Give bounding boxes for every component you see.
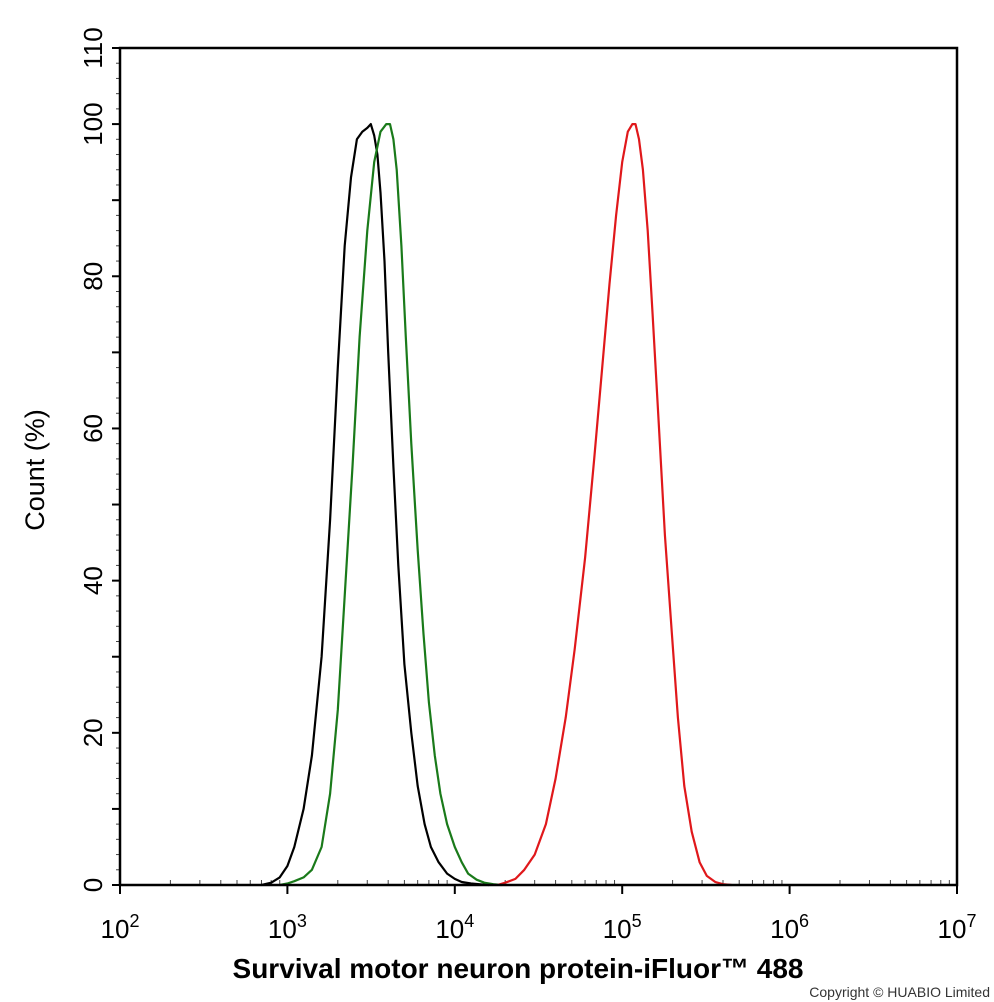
minor-ticks (116, 62, 950, 885)
series-line-1 (261, 123, 490, 887)
y-tick-label: 100 (78, 102, 108, 145)
series-line-2 (279, 123, 502, 887)
y-tick-label: 0 (78, 878, 108, 892)
y-tick-labels: 0 20 40 60 80 100 110 (78, 27, 108, 892)
y-tick-label: 60 (78, 414, 108, 443)
y-axis-title: Count (%) (20, 409, 50, 531)
x-tick-label: 104 (435, 911, 474, 944)
y-tick-label: 80 (78, 262, 108, 291)
plot-frame (118, 46, 959, 887)
y-tick-label: 110 (78, 27, 108, 68)
y-tick-label: 20 (78, 718, 108, 747)
copyright-text: Copyright © HUABIO Limited (809, 984, 990, 1000)
x-tick-label: 103 (268, 911, 307, 944)
x-tick-label: 107 (938, 911, 977, 944)
series-layer (261, 123, 732, 887)
x-axis-title: Survival motor neuron protein-iFluor™ 48… (233, 953, 804, 984)
x-tick-label: 106 (770, 911, 809, 944)
x-tick-labels: 102 103 104 105 106 107 (101, 911, 977, 944)
series-line-3 (497, 123, 732, 887)
x-tick-label: 105 (603, 911, 642, 944)
y-tick-label: 40 (78, 566, 108, 595)
major-ticks (112, 47, 958, 894)
x-tick-label: 102 (101, 911, 140, 944)
